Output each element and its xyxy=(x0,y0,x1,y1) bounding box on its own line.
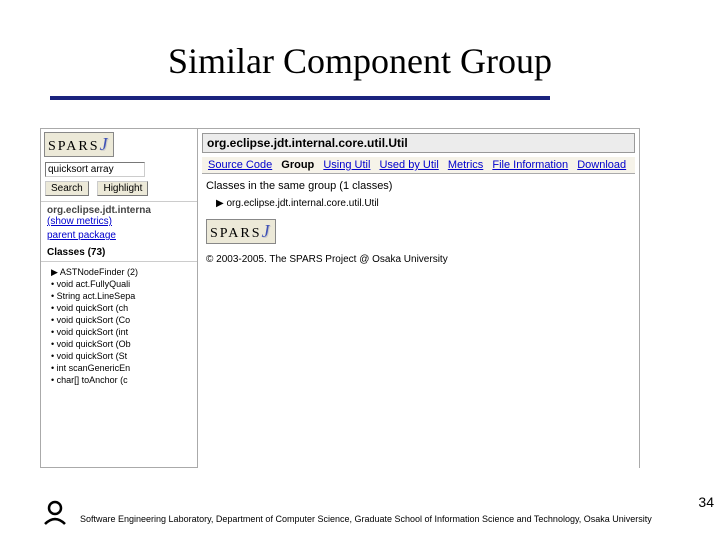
spars-logo-right: SPARSJ xyxy=(206,219,631,244)
logo-text: SPARS xyxy=(48,139,100,154)
tree-item[interactable]: • void quickSort (ch xyxy=(51,302,195,314)
tree-item[interactable]: • void quickSort (Co xyxy=(51,314,195,326)
title-underline xyxy=(50,96,550,100)
button-row: Search Highlight xyxy=(41,179,197,198)
divider xyxy=(41,201,197,202)
tree-item[interactable]: • String act.LineSepa xyxy=(51,290,195,302)
tab-using[interactable]: Using Util xyxy=(323,159,370,171)
screenshot-area: SPARSJ Search Highlight org.eclipse.jdt.… xyxy=(40,128,640,468)
divider-2 xyxy=(41,261,197,262)
tab-source-code[interactable]: Source Code xyxy=(208,159,272,171)
logo-j-icon: J xyxy=(100,134,110,154)
tab-metrics[interactable]: Metrics xyxy=(448,159,483,171)
tree-item[interactable]: ▶ ASTNodeFinder (2) xyxy=(51,266,195,278)
tree-item[interactable]: • void quickSort (int xyxy=(51,326,195,338)
tab-file-info[interactable]: File Information xyxy=(492,159,568,171)
footer-logo-icon xyxy=(40,500,70,526)
tab-used-by[interactable]: Used by Util xyxy=(379,159,438,171)
class-tree: ▶ ASTNodeFinder (2) • void act.FullyQual… xyxy=(51,266,195,386)
group-body-text: Classes in the same group (1 classes) xyxy=(206,180,631,192)
page-number: 34 xyxy=(698,494,714,510)
tree-item[interactable]: • int scanGenericEn xyxy=(51,362,195,374)
logo-j-icon: J xyxy=(262,221,272,241)
tree-item[interactable]: • void act.FullyQuali xyxy=(51,278,195,290)
footer-text: Software Engineering Laboratory, Departm… xyxy=(80,514,690,524)
logo-text: SPARS xyxy=(210,226,262,241)
highlight-button[interactable]: Highlight xyxy=(97,181,148,196)
search-row xyxy=(45,162,193,177)
classes-header: Classes (73) xyxy=(47,247,191,258)
package-line: org.eclipse.jdt.interna (show metrics) xyxy=(47,205,191,227)
slide-title: Similar Component Group xyxy=(0,40,720,82)
search-button[interactable]: Search xyxy=(45,181,89,196)
right-panel: org.eclipse.jdt.internal.core.util.Util … xyxy=(198,128,640,468)
group-class-item[interactable]: ▶ org.eclipse.jdt.internal.core.util.Uti… xyxy=(216,198,631,209)
parent-package-link[interactable]: parent package xyxy=(47,230,191,241)
slide: Similar Component Group SPARSJ Search Hi… xyxy=(0,0,720,540)
tab-download[interactable]: Download xyxy=(577,159,626,171)
search-input[interactable] xyxy=(45,162,145,177)
tree-item[interactable]: • char[] toAnchor (c xyxy=(51,374,195,386)
tab-bar: Source Code Group Using Util Used by Uti… xyxy=(202,157,635,174)
class-header: org.eclipse.jdt.internal.core.util.Util xyxy=(202,133,635,153)
spars-logo-left: SPARSJ xyxy=(44,132,114,157)
tab-group[interactable]: Group xyxy=(281,159,314,171)
tree-item[interactable]: • void quickSort (St xyxy=(51,350,195,362)
left-panel: SPARSJ Search Highlight org.eclipse.jdt.… xyxy=(40,128,198,468)
show-metrics-link[interactable]: (show metrics) xyxy=(47,216,112,227)
tree-item[interactable]: • void quickSort (Ob xyxy=(51,338,195,350)
copyright-text: © 2003-2005. The SPARS Project @ Osaka U… xyxy=(206,254,631,265)
package-name: org.eclipse.jdt.interna xyxy=(47,205,151,216)
